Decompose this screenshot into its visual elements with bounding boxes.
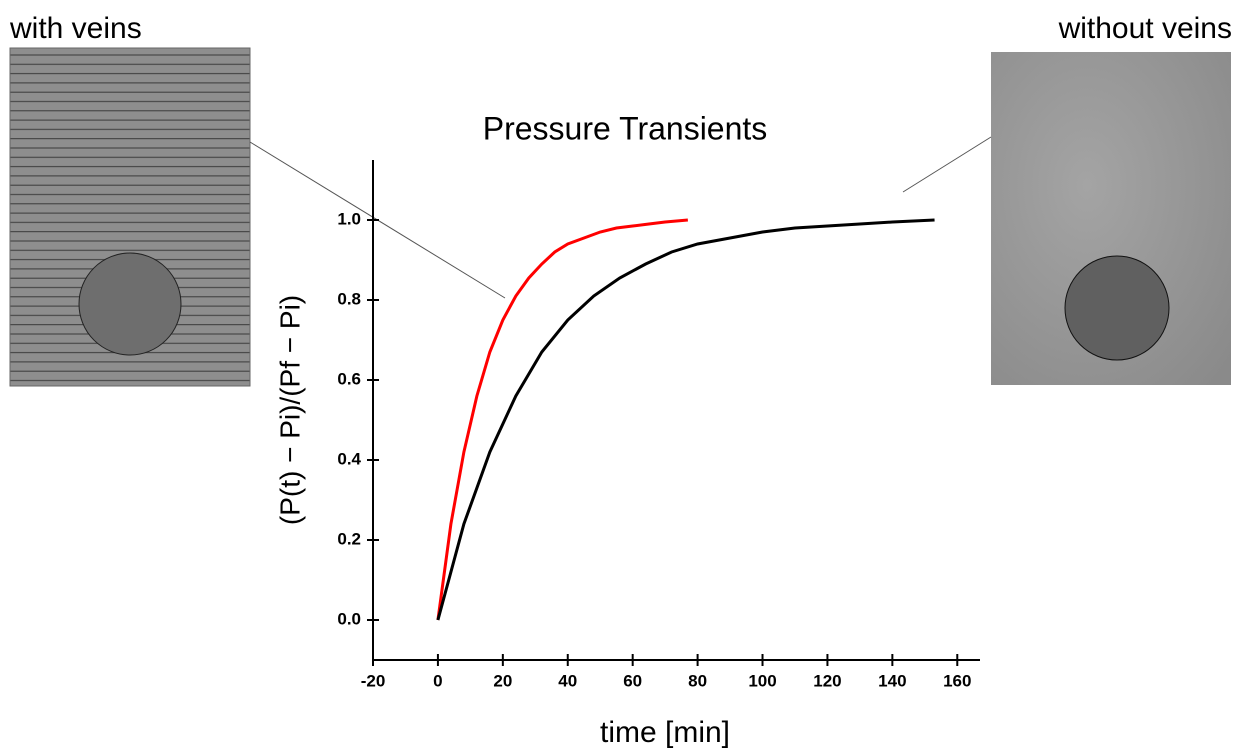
x-tick-label: -20	[361, 671, 386, 690]
inset-with-veins	[9, 47, 251, 387]
series-line	[436, 218, 688, 621]
series-line	[436, 218, 935, 621]
x-tick-label: 160	[943, 671, 971, 690]
y-tick-label: 0.4	[337, 449, 361, 468]
x-tick-label: 60	[623, 671, 642, 690]
inset-left-label: with veins	[9, 12, 142, 45]
inset-without-veins	[991, 52, 1231, 385]
x-tick-label: 20	[493, 671, 512, 690]
x-tick-label: 80	[688, 671, 707, 690]
y-axis-label: (P(t) − Pi)/(Pf − Pi)	[274, 295, 305, 525]
y-tick-label: 0.0	[337, 609, 361, 628]
y-tick-label: 0.6	[337, 369, 361, 388]
leader-line	[902, 136, 992, 193]
x-tick-label: 120	[813, 671, 841, 690]
chart-title: Pressure Transients	[483, 110, 768, 146]
y-tick-label: 0.8	[337, 289, 361, 308]
x-axis-label: time [min]	[600, 716, 730, 749]
x-tick-label: 40	[558, 671, 577, 690]
x-tick-label: 0	[433, 671, 442, 690]
y-tick-label: 1.0	[337, 209, 361, 228]
inset-right-label: without veins	[1058, 12, 1232, 45]
x-tick-label: 140	[878, 671, 906, 690]
x-tick-label: 100	[748, 671, 776, 690]
y-tick-label: 0.2	[337, 529, 361, 548]
